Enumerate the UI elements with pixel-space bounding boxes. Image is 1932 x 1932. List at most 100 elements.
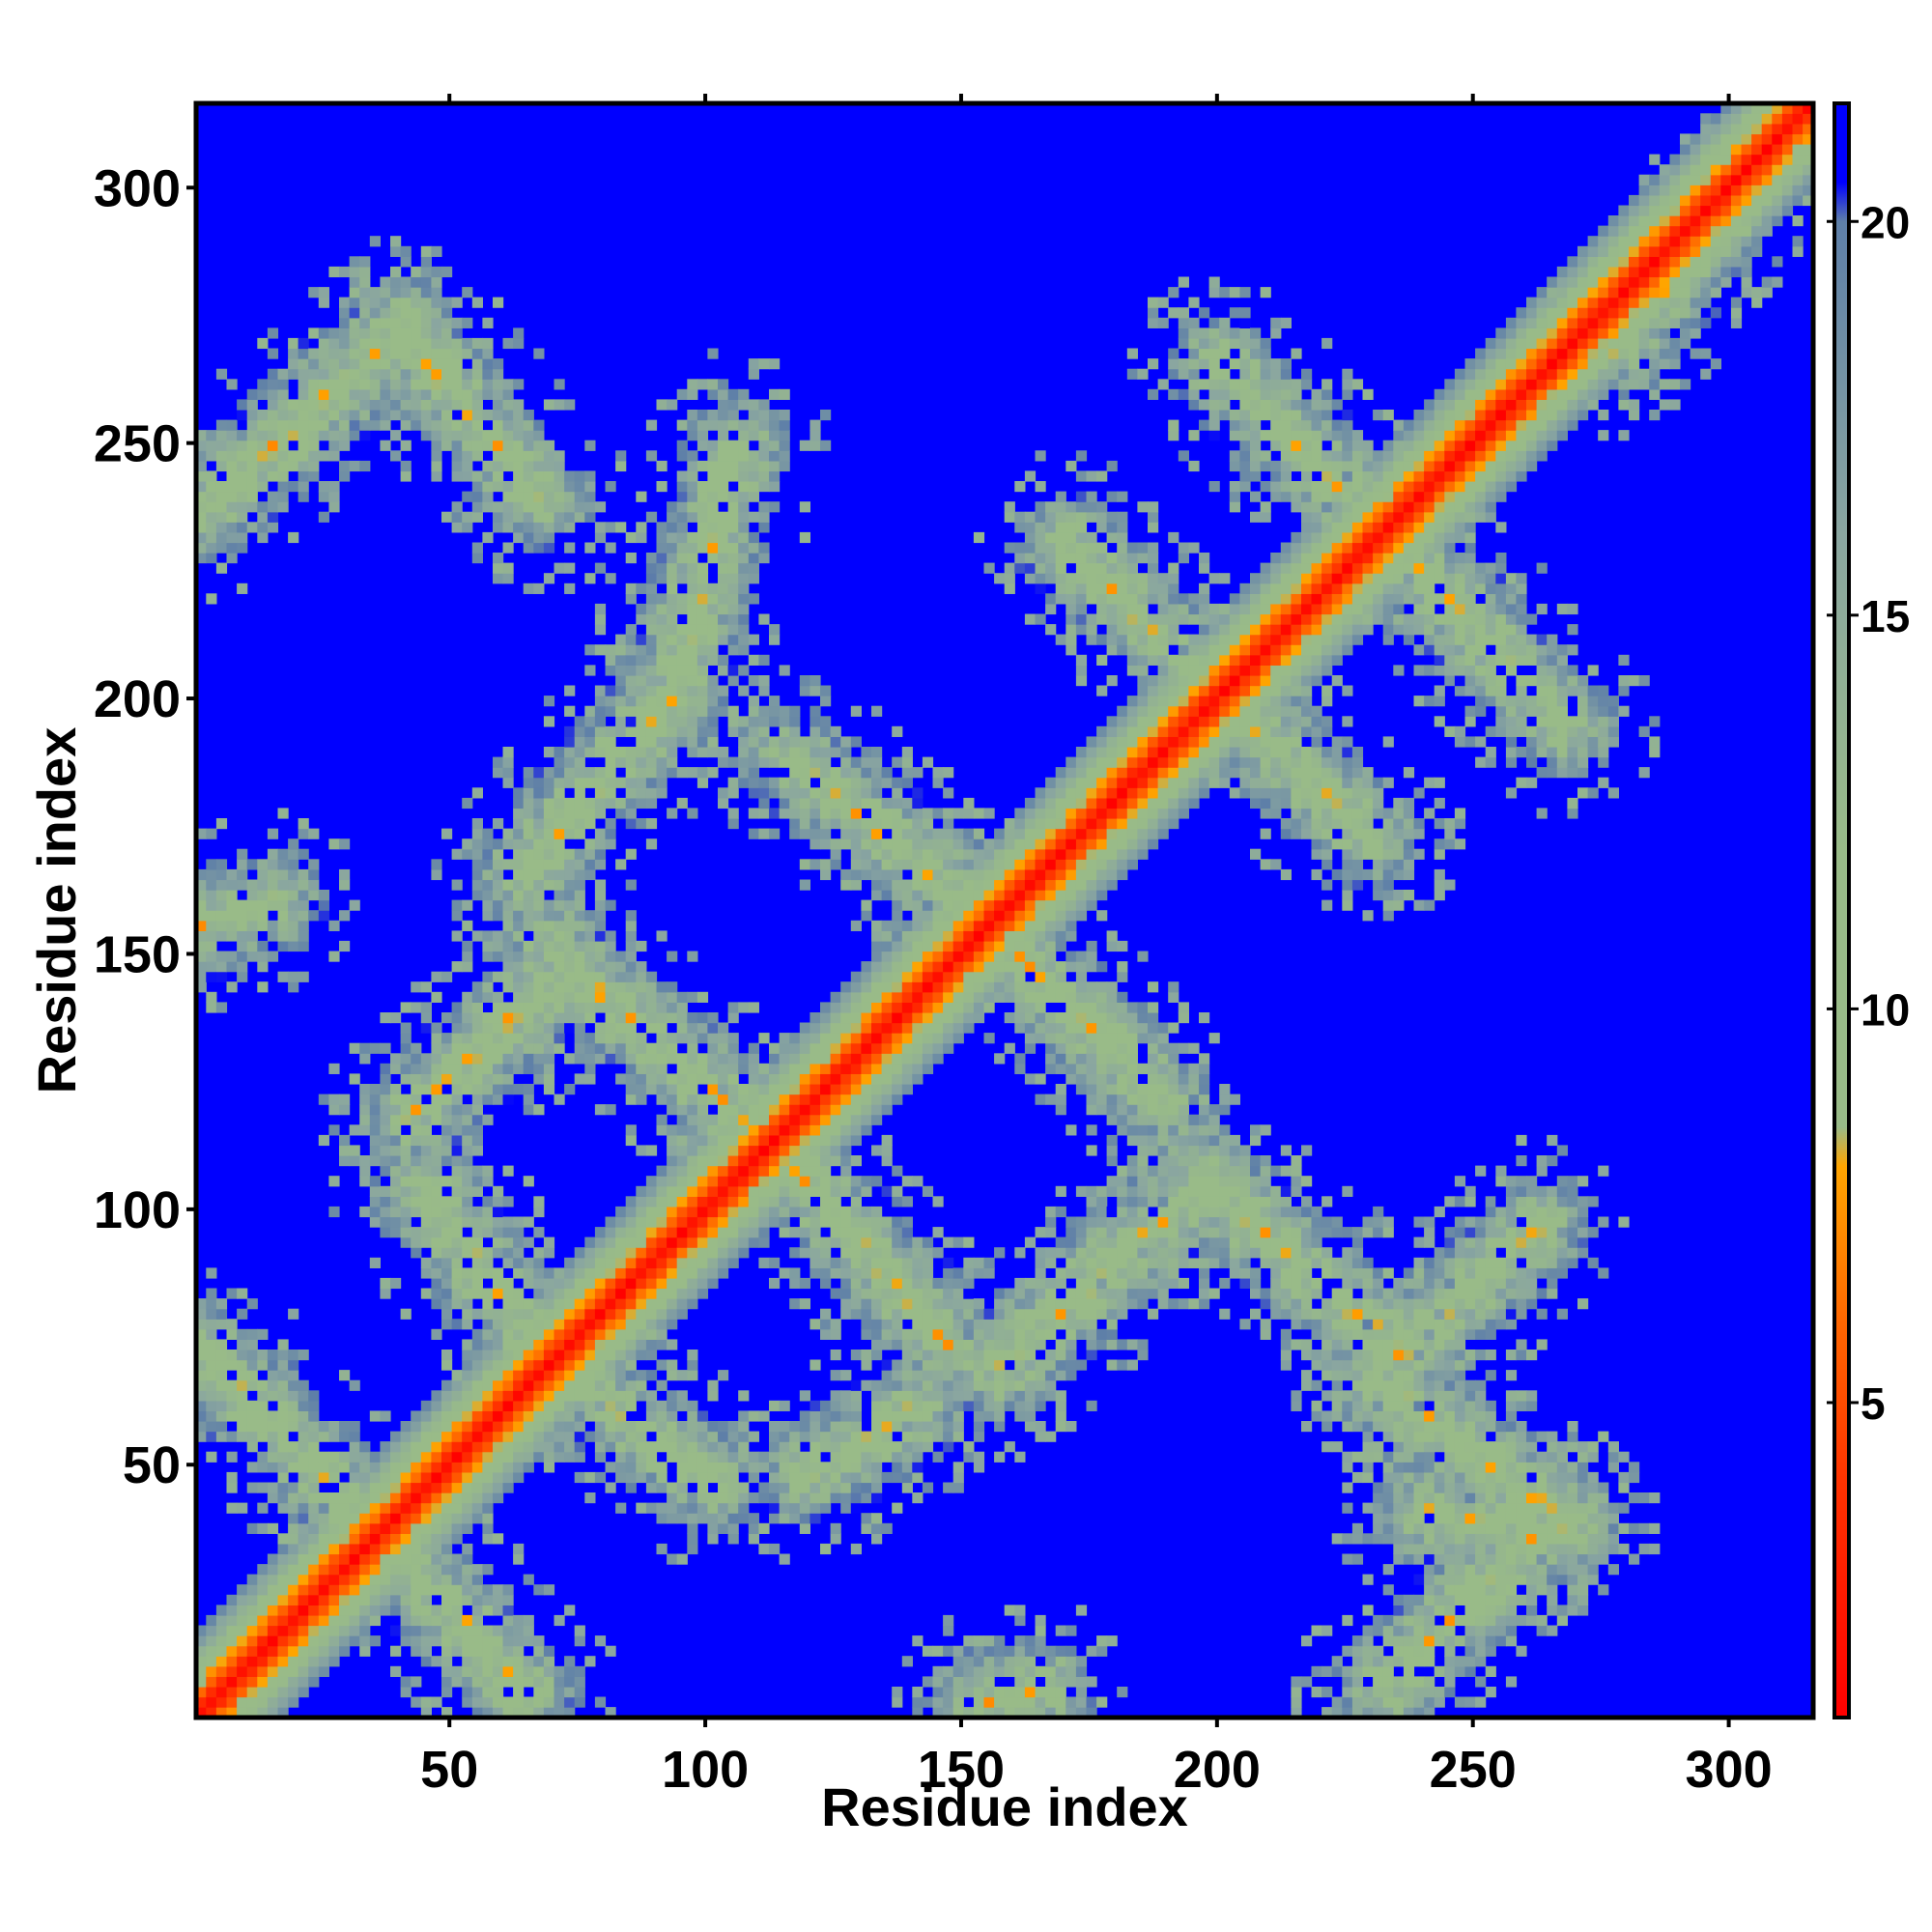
heatmap-cell: [625, 747, 637, 758]
heatmap-cell: [502, 1400, 514, 1411]
heatmap-cell: [554, 1277, 565, 1290]
heatmap-cell: [789, 1441, 801, 1453]
heatmap-cell: [983, 1400, 995, 1411]
heatmap-cell: [257, 1594, 269, 1605]
heatmap-cell: [584, 1288, 596, 1299]
heatmap-cell: [533, 828, 545, 839]
heatmap-cell: [892, 1359, 903, 1371]
heatmap-cell: [687, 1502, 698, 1514]
heatmap-cell: [667, 1410, 678, 1422]
heatmap-cell: [451, 1227, 463, 1238]
heatmap-cell: [349, 368, 360, 380]
heatmap-cell: [215, 899, 228, 911]
heatmap-cell: [564, 1288, 576, 1299]
heatmap-cell: [881, 1022, 893, 1034]
heatmap-cell: [892, 1328, 903, 1340]
heatmap-cell: [543, 511, 555, 523]
heatmap-cell: [892, 787, 903, 799]
heatmap-cell: [963, 1308, 975, 1320]
heatmap-cell: [656, 399, 668, 411]
heatmap-cell: [533, 981, 545, 993]
heatmap-cell: [564, 399, 576, 411]
heatmap-cell: [564, 1277, 576, 1290]
heatmap-cell: [564, 1370, 576, 1381]
heatmap-cell: [237, 481, 248, 493]
heatmap-cell: [451, 1134, 463, 1147]
heatmap-cell: [769, 410, 781, 421]
heatmap-cell: [892, 1073, 903, 1085]
heatmap-cell: [584, 818, 596, 830]
heatmap-cell: [707, 1533, 719, 1545]
heatmap-cell: [226, 1431, 238, 1442]
heatmap-cell: [645, 1073, 658, 1085]
heatmap-cell: [431, 1696, 442, 1708]
heatmap-cell: [533, 1288, 545, 1299]
heatmap-cell: [850, 1073, 862, 1085]
heatmap-cell: [850, 1185, 862, 1197]
heatmap-cell: [564, 1350, 576, 1361]
heatmap-cell: [308, 368, 320, 380]
heatmap-cell: [707, 582, 719, 594]
heatmap-cell: [881, 1042, 893, 1054]
heatmap-cell: [308, 399, 320, 411]
heatmap-cell: [543, 1410, 555, 1422]
heatmap-cell: [226, 522, 238, 533]
heatmap-cell: [471, 1002, 483, 1013]
heatmap-cell: [451, 930, 463, 942]
heatmap-cell: [420, 1216, 432, 1228]
heatmap-cell: [963, 1002, 975, 1013]
heatmap-cell: [523, 1421, 534, 1433]
heatmap-cell: [533, 348, 545, 359]
heatmap-cell: [257, 1656, 269, 1667]
heatmap-cell: [645, 971, 658, 982]
heatmap-cell: [707, 675, 719, 687]
heatmap-cell: [912, 910, 923, 922]
heatmap-cell: [799, 756, 810, 768]
heatmap-cell: [707, 1124, 719, 1136]
heatmap-cell: [952, 879, 964, 891]
heatmap-cell: [881, 1094, 893, 1105]
heatmap-cell: [277, 368, 289, 380]
heatmap-cell: [727, 716, 739, 727]
heatmap-cell: [696, 1492, 709, 1504]
heatmap-cell: [502, 1196, 514, 1208]
heatmap-cell: [1004, 1441, 1015, 1453]
heatmap-cell: [513, 1676, 525, 1688]
heatmap-cell: [799, 440, 810, 451]
heatmap-cell: [820, 1053, 832, 1065]
heatmap-cell: [471, 450, 483, 462]
heatmap-cell: [380, 276, 391, 288]
heatmap-cell: [676, 1033, 688, 1044]
heatmap-cell: [339, 440, 351, 451]
heatmap-cell: [533, 767, 545, 779]
heatmap-cell: [471, 337, 483, 350]
heatmap-cell: [574, 879, 585, 891]
heatmap-cell: [943, 879, 954, 891]
heatmap-cell: [707, 1216, 719, 1228]
heatmap-cell: [605, 1359, 616, 1371]
heatmap-cell: [850, 1227, 862, 1238]
heatmap-cell: [420, 1574, 432, 1585]
heatmap-cell: [594, 910, 607, 922]
heatmap-cell: [298, 828, 309, 839]
heatmap-cell: [769, 419, 781, 431]
heatmap-cell: [237, 522, 248, 533]
heatmap-cell: [533, 848, 545, 860]
heatmap-cell: [952, 1370, 964, 1381]
heatmap-cell: [820, 1482, 832, 1493]
heatmap-cell: [462, 1471, 473, 1484]
heatmap-cell: [850, 1134, 862, 1147]
heatmap-cell: [471, 1665, 483, 1677]
heatmap-cell: [215, 1339, 228, 1350]
heatmap-cell: [359, 1206, 371, 1218]
heatmap-cell: [308, 1502, 320, 1514]
heatmap-cell: [687, 1462, 698, 1473]
heatmap-cell: [983, 1645, 995, 1657]
heatmap-cell: [696, 705, 709, 717]
heatmap-cell: [892, 828, 903, 839]
heatmap-cell: [564, 705, 576, 717]
heatmap-cell: [523, 981, 534, 993]
heatmap-cell: [840, 1421, 852, 1433]
heatmap-cell: [226, 1696, 238, 1708]
heatmap-cell: [727, 573, 739, 584]
